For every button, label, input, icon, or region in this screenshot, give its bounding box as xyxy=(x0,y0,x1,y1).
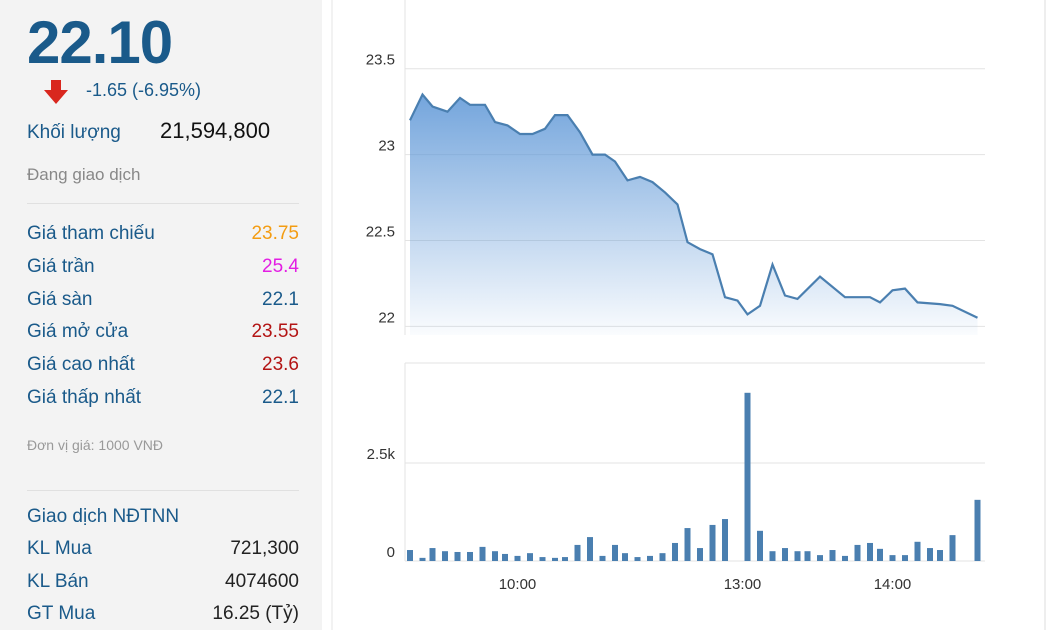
volume-bar xyxy=(659,553,666,561)
volume-bar xyxy=(429,548,436,561)
row-label: Giá sàn xyxy=(27,288,93,310)
volume-bar xyxy=(492,551,498,561)
volume-bar xyxy=(889,555,896,561)
volume-bar xyxy=(419,557,426,561)
price-change: -1.65 (-6.95%) xyxy=(86,80,202,100)
row-value: 23.55 xyxy=(251,321,299,343)
volume-bar xyxy=(539,557,546,561)
volume-bar xyxy=(552,557,558,561)
row-label: Giá cao nhất xyxy=(27,354,135,376)
y-tick-label: 22.5 xyxy=(366,223,395,240)
volume-bar xyxy=(949,535,956,561)
volume-bar xyxy=(794,551,801,561)
row-value: 23.6 xyxy=(262,354,299,376)
volume-bar xyxy=(587,537,593,561)
foreign-label: KL Mua xyxy=(27,538,92,559)
separator xyxy=(27,203,299,204)
volume-bar xyxy=(937,550,943,561)
volume-bar xyxy=(877,548,883,561)
volume-bar xyxy=(407,550,413,561)
volume-bar xyxy=(622,553,628,561)
volume-bar xyxy=(442,551,448,561)
volume-bar xyxy=(634,557,641,561)
volume-bar xyxy=(454,551,461,561)
x-tick-label: 13:00 xyxy=(724,576,762,593)
row-label: Giá mở cửa xyxy=(27,321,129,343)
volume-bar xyxy=(467,551,473,561)
volume-bar xyxy=(842,555,848,561)
volume-bar xyxy=(769,551,776,561)
volume-bar xyxy=(527,553,533,561)
y-tick-label: 0 xyxy=(387,544,395,561)
unit-note: Đơn vị giá: 1000 VNĐ xyxy=(27,437,164,453)
separator xyxy=(27,490,299,491)
volume-bar xyxy=(804,551,811,561)
volume-bar xyxy=(817,555,823,561)
volume-bar xyxy=(974,499,981,561)
price-area xyxy=(410,94,978,335)
volume-bar xyxy=(574,544,581,561)
foreign-value: 721,300 xyxy=(230,538,299,559)
foreign-value: 4074600 xyxy=(225,570,299,592)
volume-bar xyxy=(914,541,921,561)
volume-bar xyxy=(829,550,836,561)
row-value: 22.1 xyxy=(262,288,299,310)
down-arrow-icon xyxy=(44,80,68,104)
volume-bar xyxy=(709,524,716,561)
row-value: 25.4 xyxy=(262,255,299,277)
volume: 21,594,800 xyxy=(160,118,271,143)
volume-bar xyxy=(722,519,728,561)
volume-bar xyxy=(479,546,486,561)
volume-bar xyxy=(697,548,703,561)
foreign-value: 16.25 (Tỷ) xyxy=(212,603,299,624)
x-tick-label: 14:00 xyxy=(874,576,912,593)
volume-bar xyxy=(612,544,618,561)
status: Đang giao dịch xyxy=(27,165,141,184)
foreign-title: Giao dịch NĐTNN xyxy=(27,506,180,527)
volume-bar xyxy=(599,555,606,561)
y-tick-label: 22 xyxy=(378,309,395,326)
volume-bar xyxy=(854,544,861,561)
row-value: 22.1 xyxy=(262,387,299,408)
row-label: Giá trần xyxy=(27,255,95,277)
info-panel: 22.10 -1.65 (-6.95%) Khối lượng 21,594,8… xyxy=(0,0,322,630)
volume-bar xyxy=(744,392,751,561)
row-value: 23.75 xyxy=(251,223,299,244)
price-line xyxy=(409,92,978,319)
row-label: Giá tham chiếu xyxy=(27,223,155,244)
volume-bar xyxy=(647,555,653,561)
volume-bar xyxy=(514,555,521,561)
price: 22.10 xyxy=(27,9,173,76)
row-label: Giá thấp nhất xyxy=(27,387,142,408)
foreign-label: GT Mua xyxy=(27,603,96,624)
y-tick-label: 23 xyxy=(378,138,395,155)
volume-bar xyxy=(562,557,568,561)
volume-bar xyxy=(867,542,873,561)
y-tick-label: 2.5k xyxy=(367,446,396,463)
volume-bar xyxy=(684,528,691,561)
y-tick-label: 23.5 xyxy=(366,52,395,69)
x-tick-label: 10:00 xyxy=(499,576,537,593)
volume-bar xyxy=(757,530,763,561)
foreign-label: KL Bán xyxy=(27,570,89,592)
volume-bar xyxy=(902,555,908,561)
volume-bar xyxy=(782,548,788,561)
volume-bar xyxy=(672,542,678,561)
volume-label: Khối lượng xyxy=(27,122,121,143)
volume-bar xyxy=(502,553,508,561)
volume-bar xyxy=(927,548,933,561)
